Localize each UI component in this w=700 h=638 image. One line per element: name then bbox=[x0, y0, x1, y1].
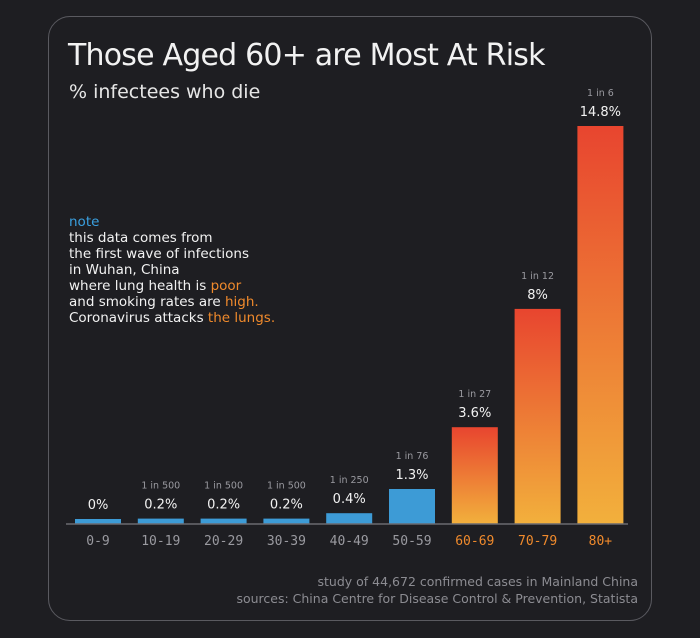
note-line-6-text: Coronavirus attacks bbox=[69, 310, 208, 326]
value-label: 0.2% bbox=[270, 498, 303, 513]
note-line-6: Coronavirus attacks the lungs. bbox=[69, 310, 275, 326]
bar-40-49 bbox=[326, 513, 373, 524]
x-tick-label: 60-69 bbox=[455, 534, 494, 549]
value-label: 0% bbox=[88, 498, 109, 513]
x-tick-label: 30-39 bbox=[267, 534, 306, 549]
footer: study of 44,672 confirmed cases in Mainl… bbox=[236, 573, 638, 607]
ratio-label: 1 in 6 bbox=[587, 88, 614, 99]
note-label: note bbox=[69, 214, 100, 230]
ratio-label: 1 in 500 bbox=[141, 481, 180, 492]
value-label: 3.6% bbox=[458, 406, 491, 421]
ratio-label: 1 in 250 bbox=[330, 475, 369, 486]
x-tick-label: 80+ bbox=[589, 534, 613, 549]
note-line-6-accent: the lungs. bbox=[207, 310, 276, 326]
chart-subtitle: % infectees who die bbox=[69, 81, 261, 103]
value-label: 0.4% bbox=[333, 492, 366, 507]
bar-20-29 bbox=[200, 518, 247, 524]
note-block: note this data comes from the first wave… bbox=[69, 214, 275, 326]
bar-70-79 bbox=[514, 308, 561, 524]
ratio-label: 1 in 12 bbox=[521, 271, 554, 282]
note-line-5-accent: high. bbox=[225, 294, 259, 310]
value-label: 0.2% bbox=[144, 498, 177, 513]
x-tick-label: 0-9 bbox=[86, 534, 109, 549]
note-line-5: and smoking rates are high. bbox=[69, 294, 275, 310]
note-line-5-text: and smoking rates are bbox=[69, 294, 225, 310]
note-line-4-text: where lung health is bbox=[69, 278, 211, 294]
value-label: 14.8% bbox=[580, 105, 621, 120]
note-line-3: in Wuhan, China bbox=[69, 262, 180, 278]
note-line-4-accent: poor bbox=[210, 278, 242, 294]
note-line-4: where lung health is poor bbox=[69, 278, 275, 294]
x-tick-label: 20-29 bbox=[204, 534, 243, 549]
x-tick-label: 10-19 bbox=[141, 534, 180, 549]
bar-0-9 bbox=[75, 519, 121, 524]
note-line-1: this data comes from bbox=[69, 230, 213, 246]
bar-10-19 bbox=[137, 518, 184, 524]
x-tick-label: 40-49 bbox=[330, 534, 369, 549]
x-tick-label: 70-79 bbox=[518, 534, 557, 549]
ratio-label: 1 in 76 bbox=[396, 451, 429, 462]
bar-60-69 bbox=[451, 427, 498, 524]
note-line-2: the first wave of infections bbox=[69, 246, 250, 262]
value-label: 1.3% bbox=[395, 468, 428, 483]
value-label: 0.2% bbox=[207, 498, 240, 513]
ratio-label: 1 in 500 bbox=[267, 481, 306, 492]
value-label: 8% bbox=[527, 288, 548, 303]
chart-title: Those Aged 60+ are Most At Risk bbox=[68, 38, 545, 73]
footer-sources-line: sources: China Centre for Disease Contro… bbox=[236, 591, 638, 606]
ratio-label: 1 in 500 bbox=[204, 481, 243, 492]
bar-30-39 bbox=[263, 518, 310, 524]
bar-80+ bbox=[577, 126, 624, 524]
bar-50-59 bbox=[389, 489, 435, 524]
ratio-label: 1 in 27 bbox=[458, 389, 491, 400]
footer-study-line: study of 44,672 confirmed cases in Mainl… bbox=[317, 574, 638, 589]
x-tick-label: 50-59 bbox=[392, 534, 431, 549]
